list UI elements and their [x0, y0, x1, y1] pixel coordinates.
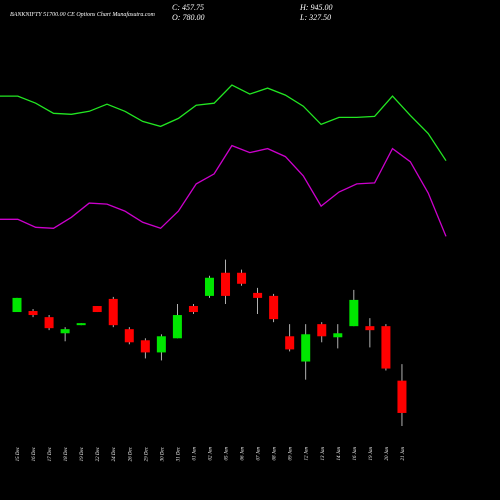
candle-body [172, 315, 182, 339]
x-tick-label: 16 Dec [32, 446, 37, 461]
candle-body [365, 326, 375, 331]
x-tick-label: 29 Dec [144, 446, 149, 461]
x-tick-label: 12 Jan [305, 447, 310, 461]
chart-title: BANKNIFTY 51700.00 CE Options Chart Muna… [10, 11, 156, 18]
candle-body [285, 336, 295, 350]
x-tick-label: 30 Dec [160, 446, 165, 461]
x-tick-label: 24 Dec [112, 446, 117, 461]
close-label: C: 457.75 [172, 3, 204, 12]
x-tick-label: 22 Dec [96, 446, 101, 461]
candle-body [92, 306, 102, 313]
candle-body [44, 317, 54, 329]
candle-body [221, 272, 231, 296]
candle-body [12, 297, 22, 313]
indicator-line [0, 84, 447, 162]
candle-body [253, 292, 263, 298]
x-tick-label: 02 Jan [208, 447, 213, 461]
x-tick-label: 18 Dec [64, 446, 69, 461]
x-tick-label: 21 Jan [401, 447, 406, 461]
x-tick-label: 09 Jan [289, 447, 294, 461]
candle-body [349, 299, 359, 327]
candle-body [108, 298, 118, 326]
x-tick-label: 05 Jan [225, 447, 230, 461]
candle-body [156, 336, 166, 353]
candle-body [301, 334, 311, 362]
high-label: H: 945.00 [299, 3, 332, 12]
x-tick-label: 13 Jan [321, 447, 326, 461]
x-tick-label: 16 Jan [353, 447, 358, 461]
x-tick-label: 17 Dec [48, 446, 53, 461]
x-tick-label: 31 Dec [176, 446, 181, 461]
candle-body [124, 329, 134, 343]
x-tick-label: 19 Dec [80, 446, 85, 461]
candle-body [317, 324, 327, 337]
open-label: O: 780.00 [172, 13, 204, 22]
candle-body [28, 311, 38, 316]
x-tick-label: 15 Dec [16, 446, 21, 461]
candle-body [204, 277, 214, 296]
indicator-line [0, 144, 447, 237]
candle-body [60, 329, 70, 334]
low-label: L: 327.50 [299, 13, 331, 22]
candle-body [76, 323, 86, 326]
x-tick-label: 14 Jan [337, 447, 342, 461]
candle-body [188, 306, 198, 313]
x-tick-label: 19 Jan [369, 447, 374, 461]
x-tick-label: 08 Jan [273, 447, 278, 461]
x-tick-label: 20 Jan [385, 447, 390, 461]
candle-body [140, 340, 150, 353]
x-tick-label: 01 Jan [192, 447, 197, 461]
x-tick-label: 06 Jan [241, 447, 246, 461]
candle-body [397, 380, 407, 413]
candle-body [237, 272, 247, 284]
x-tick-label: 07 Jan [257, 447, 262, 461]
candle-body [269, 295, 279, 320]
candle-body [381, 326, 391, 369]
x-tick-label: 26 Dec [128, 446, 133, 461]
candle-body [333, 333, 343, 338]
